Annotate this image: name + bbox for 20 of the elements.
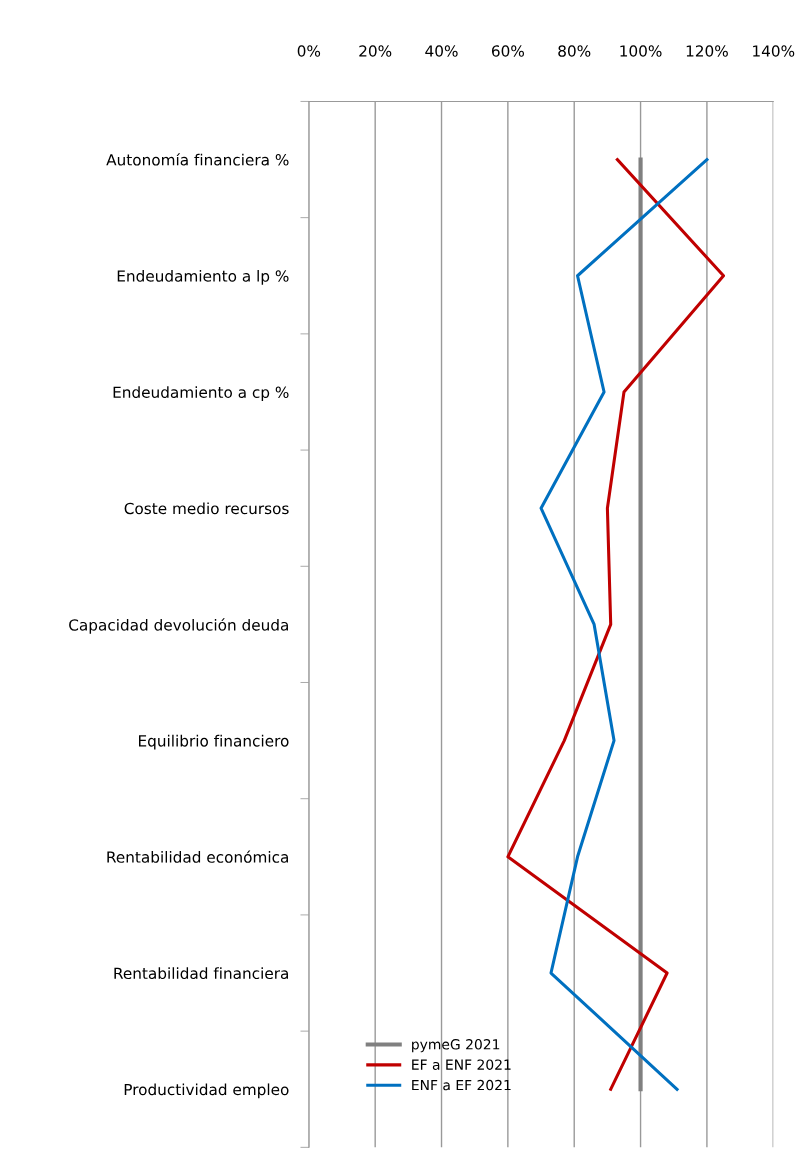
x-tick-label: 100% [620, 45, 662, 57]
y-tick-label: Capacidad devolución deuda [69, 618, 288, 634]
legend-label: ENF a EF 2021 [412, 1079, 511, 1091]
x-tick-label: 60% [491, 45, 525, 57]
legend-label: EF a ENF 2021 [412, 1059, 511, 1070]
legend-label: pymeG 2021 [412, 1039, 500, 1053]
y-tick-label: Coste medio recursos [124, 502, 289, 515]
x-tick-label: 20% [359, 45, 392, 57]
x-tick-label: 80% [558, 45, 591, 57]
y-tick-label: Autonomía financiera % [106, 153, 289, 166]
x-tick-label: 40% [425, 45, 458, 57]
x-tick-label: 140% [753, 45, 795, 57]
y-tick-label: Rentabilidad financiera [114, 967, 288, 980]
x-tick-label: 0% [297, 45, 321, 57]
y-tick-label: Endeudamiento a lp % [117, 269, 289, 285]
y-tick-label: Rentabilidad económica [107, 850, 288, 863]
y-tick-label: Equilibrio financiero [139, 734, 289, 750]
y-tick-label: Productividad empleo [124, 1083, 289, 1099]
x-tick-label: 120% [686, 45, 728, 57]
y-tick-label: Endeudamiento a cp % [113, 386, 289, 401]
